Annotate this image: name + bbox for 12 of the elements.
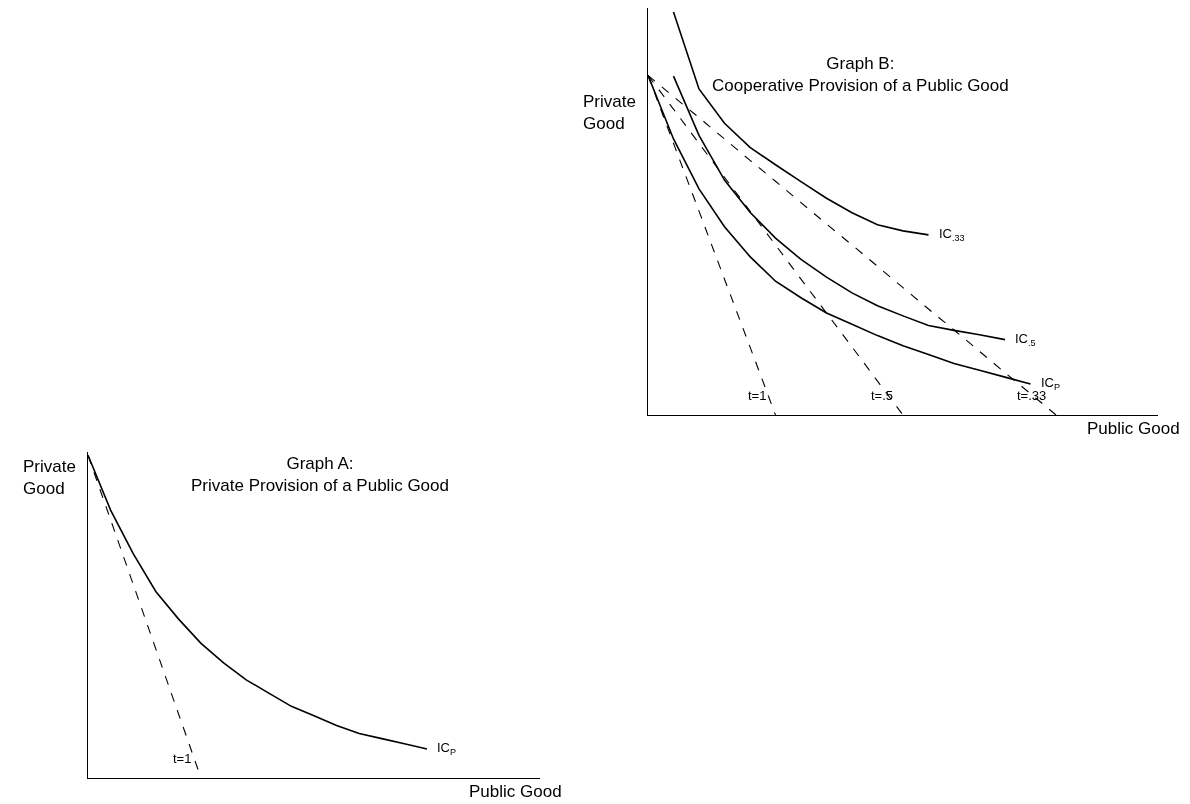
series-label: t=1 [748,388,767,403]
series-label: IC$_{P}$ [437,740,457,757]
text: Graph B: Cooperative Provision of a Public Good [712,54,1009,96]
y-axis-title: Private Good [583,92,636,134]
series-label: IC$_{.5}$ [1015,331,1036,348]
text: Graph A: Private Provision of a Public Good [191,454,449,496]
x-axis-title: Public Good [1087,419,1180,438]
y-axis-title: Private Good [23,457,76,499]
series-label: IC$_{.33}$ [939,226,965,243]
series-label: t=1 [173,751,192,766]
series-label: t=.5 [871,388,894,403]
x-axis-title: Public Good [469,782,562,801]
